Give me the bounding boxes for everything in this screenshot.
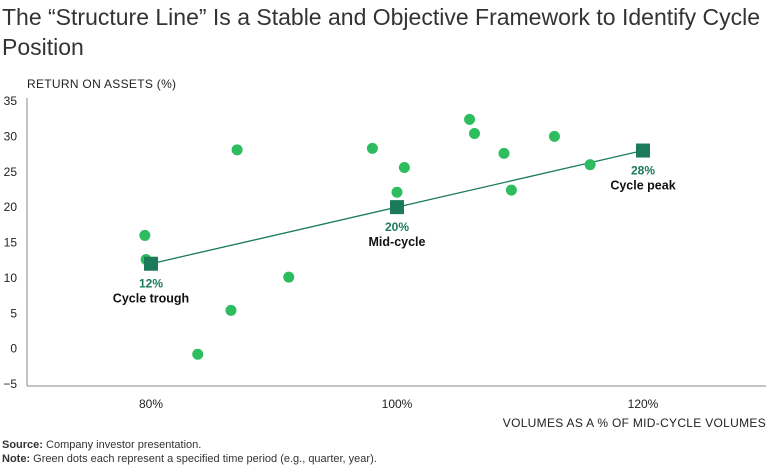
y-tick-label: 30 — [4, 129, 18, 143]
structure-name-label: Cycle peak — [610, 179, 675, 193]
y-tick-label: 25 — [4, 165, 18, 179]
data-points — [139, 113, 596, 360]
footnotes: Source: Company investor presentation. N… — [2, 438, 377, 466]
y-tick-label: 0 — [10, 342, 17, 356]
note-label: Note: — [2, 453, 31, 465]
y-tick-label: 15 — [4, 236, 18, 250]
structure-marker — [390, 200, 404, 215]
axes: −5 0 5 10 15 20 25 30 35 80% 100% 120% — [3, 94, 766, 411]
data-point — [398, 162, 410, 174]
data-point — [498, 147, 510, 159]
data-point — [231, 144, 243, 156]
x-tick-label: 100% — [382, 397, 413, 411]
x-tick-label: 120% — [628, 397, 659, 411]
data-point — [283, 271, 295, 283]
data-point — [505, 184, 517, 196]
data-point — [548, 130, 560, 142]
structure-value-label: 12% — [139, 277, 163, 291]
structure-value-label: 20% — [385, 220, 409, 234]
source-note: Source: Company investor presentation. — [2, 438, 377, 452]
note-text: Green dots each represent a specified ti… — [30, 453, 377, 465]
data-point — [139, 229, 151, 241]
y-tick-label: 35 — [4, 94, 18, 108]
data-point — [391, 186, 403, 198]
data-point — [468, 128, 480, 140]
data-point — [584, 159, 596, 171]
source-text: Company investor presentation. — [42, 439, 202, 451]
structure-marker — [144, 256, 158, 271]
structure-marker — [636, 143, 650, 158]
chart-title: The “Structure Line” Is a Stable and Obj… — [2, 4, 761, 60]
data-point — [192, 348, 204, 360]
x-axis-title: VOLUMES AS A % OF MID-CYCLE VOLUMES — [503, 416, 766, 430]
data-point — [464, 113, 476, 125]
y-tick-label: −5 — [3, 377, 17, 391]
y-tick-label: 20 — [4, 200, 18, 214]
note: Note: Green dots each represent a specif… — [2, 452, 377, 466]
x-tick-label: 80% — [139, 397, 163, 411]
data-point — [366, 142, 378, 154]
structure-name-label: Mid-cycle — [369, 235, 426, 249]
y-tick-label: 5 — [10, 306, 17, 320]
structure-markers: 12%Cycle trough 20%Mid-cycle 28%Cycle peak — [113, 143, 676, 306]
y-axis-title: RETURN ON ASSETS (%) — [27, 77, 176, 91]
structure-value-label: 28% — [631, 164, 655, 178]
source-label: Source: — [2, 439, 43, 451]
structure-name-label: Cycle trough — [113, 292, 189, 306]
data-point — [225, 304, 237, 316]
y-tick-label: 10 — [4, 271, 18, 285]
